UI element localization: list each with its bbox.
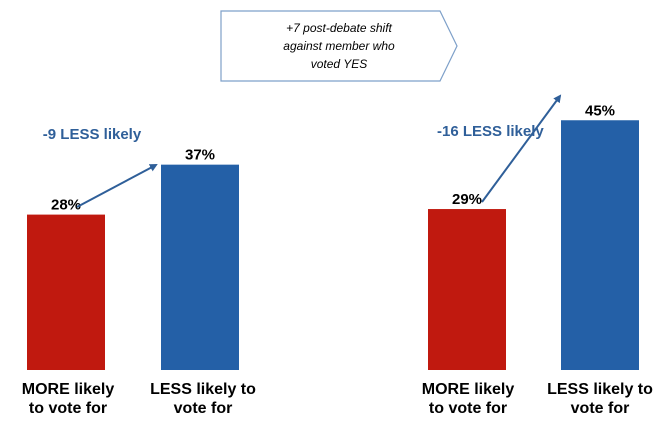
category-label: to vote for	[29, 400, 107, 417]
bar-value-label: 29%	[452, 191, 482, 208]
category-label: MORE likely	[422, 381, 515, 398]
bar-chart-1: 28% MORE likely to vote for 37% LESS likely …	[22, 126, 256, 417]
callout-line-1: +7 post-debate shift	[286, 21, 392, 35]
bar-value-label: 45%	[585, 102, 615, 119]
callout-line-3: voted YES	[311, 57, 367, 71]
bar-less-likely	[561, 120, 639, 370]
category-label: to vote for	[429, 400, 507, 417]
shift-annotation: -9 LESS likely	[43, 126, 142, 143]
bar-less-likely	[161, 164, 239, 370]
category-label: vote for	[174, 400, 233, 417]
bar-value-label: 28%	[51, 197, 81, 214]
callout-box	[220, 10, 458, 82]
trend-arrow	[76, 164, 158, 208]
bar-chart-2: 29% MORE likely to vote for 45% LESS likely …	[422, 94, 653, 417]
shift-annotation: -16 LESS likely	[437, 123, 544, 140]
bar-value-label: 37%	[185, 147, 215, 164]
trend-arrow	[481, 94, 562, 203]
category-label: MORE likely	[22, 381, 115, 398]
category-label: vote for	[571, 400, 630, 417]
category-label: LESS likely to	[547, 381, 653, 398]
charts-layer: 28% MORE likely to vote for 37% LESS likely …	[22, 94, 653, 417]
category-label: LESS likely to	[150, 381, 256, 398]
bar-more-likely	[428, 209, 506, 370]
callout-line-2: against member who	[283, 39, 395, 53]
bar-more-likely	[27, 214, 105, 370]
